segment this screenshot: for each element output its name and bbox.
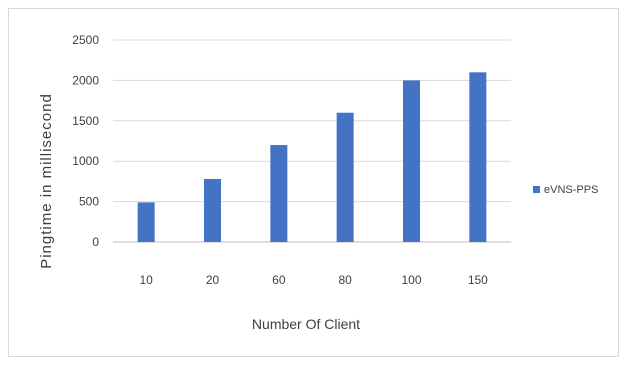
gridlines: [113, 39, 511, 243]
y-tick-labels: 0 500 1000 1500 2000 2500: [72, 33, 99, 249]
y-tick-label: 2500: [72, 33, 99, 47]
y-tick-label: 500: [79, 195, 99, 209]
bar-chart: 0 500 1000 1500 2000 2500 10 20 60 80 100 150 Ping…: [38, 33, 598, 332]
bar: [204, 178, 221, 242]
y-axis-label: Pingtime in millisecond: [38, 93, 55, 269]
y-tick-label: 1500: [72, 114, 99, 128]
x-tick-label: 100: [401, 273, 421, 287]
y-tick-label: 1000: [72, 154, 99, 168]
bars: [137, 72, 487, 243]
bar: [270, 145, 288, 242]
x-tick-label: 10: [139, 273, 153, 287]
y-tick-label: 2000: [72, 73, 99, 87]
bar: [137, 202, 155, 242]
chart-frame: 0 500 1000 1500 2000 2500 10 20 60 80 100 150 Ping…: [8, 8, 619, 357]
y-tick-label: 0: [92, 235, 99, 249]
bar: [336, 112, 354, 242]
bar: [403, 80, 420, 243]
x-tick-labels: 10 20 60 80 100 150: [139, 273, 488, 287]
x-tick-label: 20: [206, 273, 220, 287]
x-tick-label: 150: [468, 273, 488, 287]
x-tick-label: 80: [338, 273, 352, 287]
x-axis-label: Number Of Client: [252, 316, 360, 332]
x-tick-label: 60: [272, 273, 286, 287]
bar: [469, 72, 487, 242]
legend-label: eVNS-PPS: [544, 184, 598, 196]
legend-swatch: [533, 186, 540, 193]
